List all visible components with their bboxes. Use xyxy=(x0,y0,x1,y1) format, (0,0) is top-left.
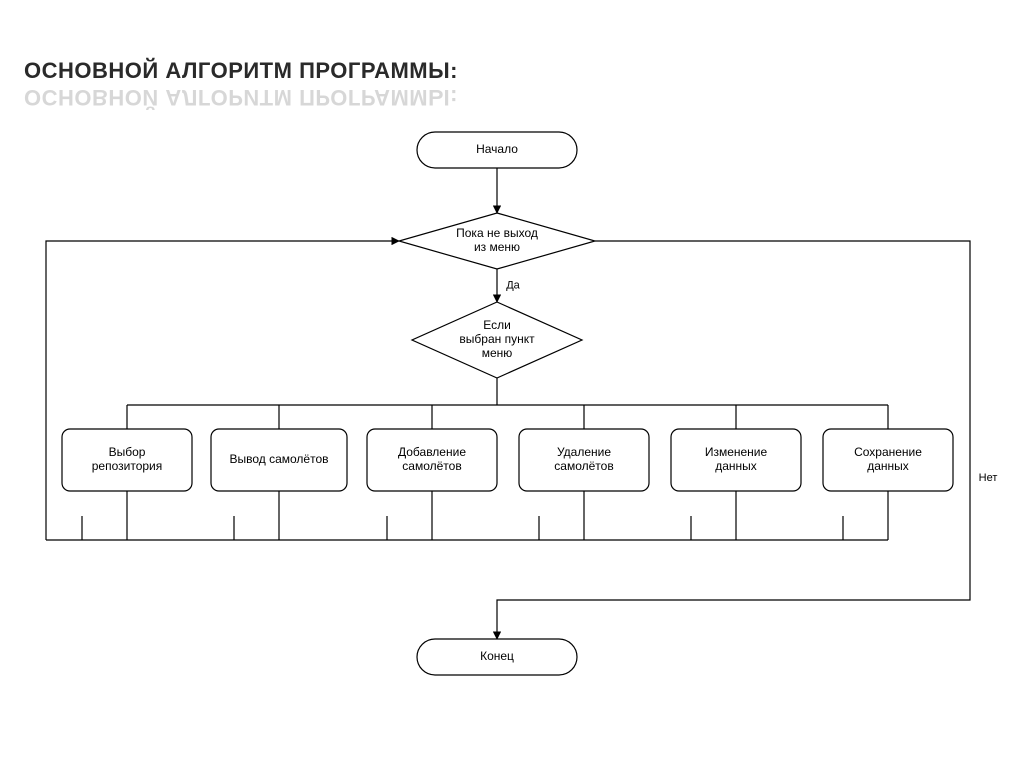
edge xyxy=(46,241,399,540)
node-label: данных xyxy=(715,459,757,473)
node-label: Добавление xyxy=(398,445,466,459)
node-label: Сохранение xyxy=(854,445,922,459)
node-label: меню xyxy=(482,346,513,360)
node-label: выбран пункт xyxy=(459,332,535,346)
node-label: Выбор xyxy=(109,445,146,459)
node-label: Пока не выход xyxy=(456,226,538,240)
node-label: Вывод самолётов xyxy=(229,452,328,466)
node-label: самолётов xyxy=(554,459,613,473)
node-label: Изменение xyxy=(705,445,768,459)
node-label: данных xyxy=(867,459,909,473)
node-label: Конец xyxy=(480,649,514,663)
node-label: репозитория xyxy=(92,459,163,473)
edge-label: Нет xyxy=(979,472,998,484)
node-label: из меню xyxy=(474,240,520,254)
node-label: Если xyxy=(483,318,511,332)
node-label: Удаление xyxy=(557,445,611,459)
node-label: Начало xyxy=(476,142,518,156)
edge-label: Да xyxy=(506,279,520,291)
flowchart-canvas: Да Нет Начало Пока не выходиз меню Есливыбра… xyxy=(0,0,1024,767)
node-label: самолётов xyxy=(402,459,461,473)
